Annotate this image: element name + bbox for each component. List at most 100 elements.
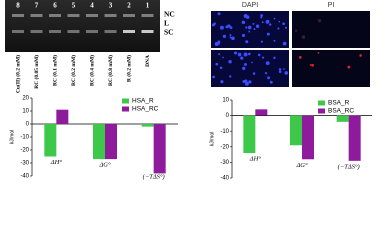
lane-number: 5 bbox=[72, 2, 76, 10]
cell bbox=[278, 68, 282, 71]
cell bbox=[262, 56, 265, 59]
gel-band bbox=[123, 30, 135, 33]
cell bbox=[231, 36, 235, 41]
cell bbox=[359, 54, 362, 57]
pi-image-1 bbox=[292, 11, 370, 48]
gel-band bbox=[141, 30, 154, 33]
lane-label: Cu(II) (0.2 mM) bbox=[14, 55, 21, 93]
cell bbox=[222, 34, 227, 38]
cell bbox=[282, 22, 286, 26]
cell bbox=[255, 24, 260, 28]
dapi-image-1 bbox=[211, 11, 289, 48]
pi-image-2 bbox=[292, 50, 370, 87]
cell bbox=[284, 26, 288, 29]
lane-label: RC (0.1 mM) bbox=[51, 55, 58, 86]
y-tick-label: -10 bbox=[20, 135, 29, 141]
lane-label: RC (0.05 mM) bbox=[33, 55, 40, 89]
gel-band bbox=[123, 14, 135, 17]
bar bbox=[93, 124, 105, 160]
legend-swatch bbox=[318, 100, 325, 106]
lane-label: RC (0.8 mM) bbox=[107, 55, 114, 86]
gel-band bbox=[12, 14, 24, 17]
cell bbox=[247, 25, 252, 30]
y-axis-title: kJ/mol bbox=[209, 132, 215, 146]
cell bbox=[317, 18, 322, 23]
y-tick-label: -10 bbox=[220, 129, 229, 135]
cell bbox=[252, 22, 255, 25]
cell bbox=[251, 61, 253, 64]
bar bbox=[290, 115, 302, 146]
cell bbox=[311, 63, 314, 67]
lane-number: 3 bbox=[109, 2, 113, 10]
y-tick-label: 0 bbox=[226, 113, 230, 119]
gel-band bbox=[67, 30, 80, 33]
cell bbox=[215, 62, 219, 66]
y-tick-label: -30 bbox=[220, 160, 229, 166]
cell bbox=[241, 20, 246, 25]
bar bbox=[153, 124, 166, 174]
y-axis-title: kJ/mol bbox=[9, 130, 15, 144]
lane-label: R (0.2 mM) bbox=[125, 55, 132, 82]
cell bbox=[245, 40, 249, 44]
column-title: DAPI bbox=[242, 2, 258, 9]
cell bbox=[248, 80, 252, 84]
cell bbox=[282, 41, 287, 46]
cell bbox=[267, 76, 270, 80]
cell bbox=[214, 42, 219, 46]
cell bbox=[298, 56, 302, 59]
bar bbox=[44, 124, 57, 157]
cell bbox=[212, 75, 215, 79]
y-tick-label: -40 bbox=[20, 174, 29, 180]
cell bbox=[273, 17, 276, 20]
cell bbox=[268, 23, 272, 26]
legend-label: BSA_R bbox=[328, 100, 350, 107]
cell bbox=[229, 36, 232, 39]
cell bbox=[301, 35, 306, 39]
cell bbox=[237, 52, 242, 57]
y-tick-label: -20 bbox=[220, 144, 229, 150]
gel-band bbox=[30, 30, 43, 33]
bar bbox=[243, 115, 256, 154]
legend-label: BSA_RC bbox=[328, 108, 354, 115]
bar bbox=[141, 124, 154, 127]
y-tick-label: 0 bbox=[26, 122, 30, 128]
gel-image bbox=[5, 0, 160, 52]
cell bbox=[257, 53, 261, 57]
category-label: ΔH° bbox=[50, 159, 63, 166]
bar bbox=[302, 115, 314, 160]
column-title: PI bbox=[328, 2, 335, 9]
cell bbox=[220, 80, 224, 84]
band-label: SC bbox=[164, 28, 174, 37]
cell bbox=[241, 33, 246, 38]
cell bbox=[295, 29, 298, 32]
gel-band bbox=[86, 30, 98, 33]
gel-band bbox=[49, 30, 61, 33]
bar bbox=[336, 115, 349, 122]
legend-swatch bbox=[122, 106, 129, 112]
lane-number: 2 bbox=[127, 2, 131, 10]
bar bbox=[348, 115, 361, 161]
cell bbox=[253, 28, 256, 31]
category-label: ΔH° bbox=[249, 156, 262, 163]
y-tick-label: 10 bbox=[22, 109, 29, 115]
lane-number: 7 bbox=[35, 2, 39, 10]
cell bbox=[229, 34, 232, 37]
cell bbox=[266, 32, 270, 36]
cell bbox=[227, 24, 231, 28]
cell bbox=[265, 19, 270, 24]
cell bbox=[243, 52, 248, 57]
cell bbox=[229, 75, 232, 78]
cell bbox=[245, 15, 250, 19]
cell bbox=[261, 21, 264, 24]
page: {"gel": {"lanes": ["8", "7", "6", "5", "… bbox=[5, 0, 372, 180]
cell bbox=[244, 62, 247, 66]
gel-band bbox=[86, 14, 98, 17]
gel-band bbox=[104, 14, 117, 17]
band-label: NC bbox=[164, 10, 175, 19]
category-label: (−TΔS°) bbox=[338, 163, 360, 170]
category-label: ΔG° bbox=[295, 162, 308, 169]
bar bbox=[255, 109, 268, 116]
figure: 8 Cu(II) (0.2 mM) 7 RC (0.05 mM) 6 RC (0.1 mM… bbox=[5, 0, 372, 180]
cell bbox=[283, 68, 285, 70]
gel-band bbox=[12, 30, 24, 33]
